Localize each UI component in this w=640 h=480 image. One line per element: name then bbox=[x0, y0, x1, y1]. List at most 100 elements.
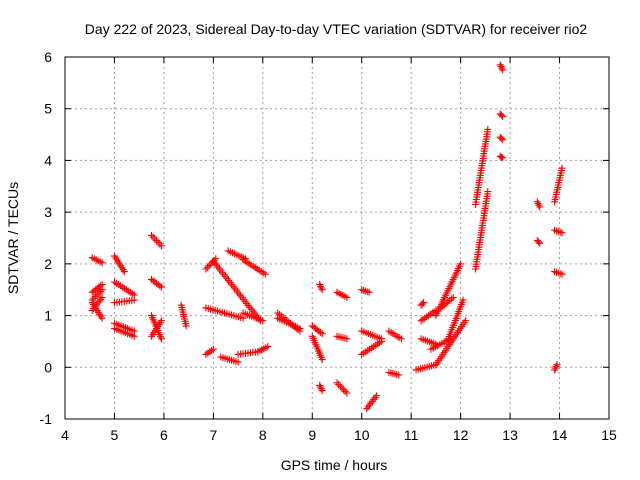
data-point bbox=[234, 358, 242, 366]
data-point bbox=[317, 284, 325, 292]
data-point bbox=[316, 381, 324, 389]
x-tick-label: 15 bbox=[601, 427, 617, 443]
data-points bbox=[88, 61, 566, 413]
data-point bbox=[157, 335, 165, 343]
data-point bbox=[340, 386, 348, 394]
data-point bbox=[317, 385, 325, 393]
x-axis-tick-labels: 4 5 6 7 8 9 10 11 12 13 14 15 bbox=[61, 427, 617, 443]
data-point bbox=[499, 136, 507, 144]
x-tick-label: 8 bbox=[259, 427, 267, 443]
grid-lines bbox=[65, 57, 609, 419]
data-point bbox=[317, 328, 324, 336]
data-point bbox=[296, 325, 304, 332]
data-point bbox=[98, 259, 106, 267]
data-point bbox=[318, 387, 326, 395]
data-point bbox=[534, 200, 542, 207]
data-point bbox=[98, 314, 106, 322]
data-point bbox=[341, 387, 349, 395]
data-point bbox=[553, 361, 561, 369]
x-tick-label: 6 bbox=[160, 427, 168, 443]
data-point bbox=[418, 300, 426, 308]
data-point bbox=[264, 343, 272, 351]
data-point bbox=[459, 296, 467, 304]
y-tick-label: 2 bbox=[44, 256, 52, 272]
data-point bbox=[551, 364, 559, 372]
data-point bbox=[361, 287, 369, 295]
x-axis-label: GPS time / hours bbox=[281, 457, 388, 473]
data-point bbox=[202, 265, 210, 273]
y-axis-label: SDTVAR / TECUs bbox=[5, 182, 21, 294]
data-point bbox=[499, 113, 507, 120]
data-point bbox=[98, 294, 106, 301]
data-point bbox=[498, 64, 506, 72]
data-point bbox=[497, 134, 505, 142]
data-point bbox=[204, 263, 212, 271]
data-point bbox=[497, 63, 505, 70]
data-point bbox=[395, 371, 403, 379]
data-point bbox=[157, 242, 165, 250]
data-point bbox=[497, 111, 505, 119]
data-point bbox=[535, 238, 542, 246]
data-point bbox=[343, 389, 351, 397]
data-point bbox=[533, 198, 541, 206]
data-point bbox=[154, 238, 162, 246]
data-point bbox=[437, 304, 445, 312]
data-point bbox=[149, 233, 157, 241]
data-point bbox=[92, 293, 99, 301]
data-point bbox=[90, 294, 98, 302]
plot-frame bbox=[64, 56, 610, 420]
data-point bbox=[333, 379, 341, 387]
data-point bbox=[373, 392, 381, 400]
data-point bbox=[360, 286, 368, 294]
data-point bbox=[365, 288, 373, 296]
y-axis-tick-labels: -1 0 1 2 3 4 5 6 bbox=[40, 49, 53, 427]
x-tick-label: 14 bbox=[552, 427, 568, 443]
data-point bbox=[336, 382, 344, 390]
data-point bbox=[130, 296, 138, 304]
x-tick-label: 10 bbox=[354, 427, 370, 443]
data-point bbox=[558, 229, 566, 237]
data-point bbox=[442, 299, 450, 307]
data-point bbox=[536, 203, 544, 211]
data-point bbox=[552, 362, 560, 370]
data-point bbox=[449, 294, 457, 301]
data-point bbox=[536, 239, 544, 247]
data-point bbox=[317, 383, 324, 391]
y-tick-label: 4 bbox=[44, 152, 52, 168]
data-point bbox=[484, 188, 492, 195]
data-point bbox=[448, 295, 455, 303]
data-point bbox=[397, 335, 405, 343]
data-point bbox=[98, 286, 106, 294]
x-tick-label: 4 bbox=[61, 427, 69, 443]
data-point bbox=[558, 164, 566, 172]
data-point bbox=[157, 283, 165, 291]
x-tick-label: 5 bbox=[111, 427, 119, 443]
chart-title: Day 222 of 2023, Sidereal Day-to-day VTE… bbox=[85, 21, 588, 37]
data-point bbox=[338, 384, 346, 392]
data-point bbox=[484, 125, 492, 133]
data-point bbox=[157, 317, 165, 325]
x-tick-label: 13 bbox=[502, 427, 518, 443]
data-point bbox=[318, 286, 326, 294]
x-tick-label: 9 bbox=[308, 427, 316, 443]
data-point bbox=[497, 153, 505, 161]
data-point bbox=[182, 322, 190, 330]
x-tick-label: 7 bbox=[209, 427, 217, 443]
data-point bbox=[156, 240, 164, 248]
data-point bbox=[378, 337, 385, 345]
y-tick-label: 0 bbox=[44, 359, 52, 375]
y-tick-label: 5 bbox=[44, 101, 52, 117]
axis-ticks bbox=[64, 56, 610, 420]
data-point bbox=[130, 332, 138, 340]
y-tick-label: 3 bbox=[44, 204, 52, 220]
data-point bbox=[318, 330, 326, 338]
data-point bbox=[499, 154, 507, 162]
data-point bbox=[93, 291, 101, 299]
data-point bbox=[96, 287, 104, 295]
data-point bbox=[156, 282, 164, 290]
data-point bbox=[558, 270, 566, 278]
data-point bbox=[317, 282, 324, 290]
data-point bbox=[151, 235, 159, 243]
data-point bbox=[462, 317, 470, 325]
